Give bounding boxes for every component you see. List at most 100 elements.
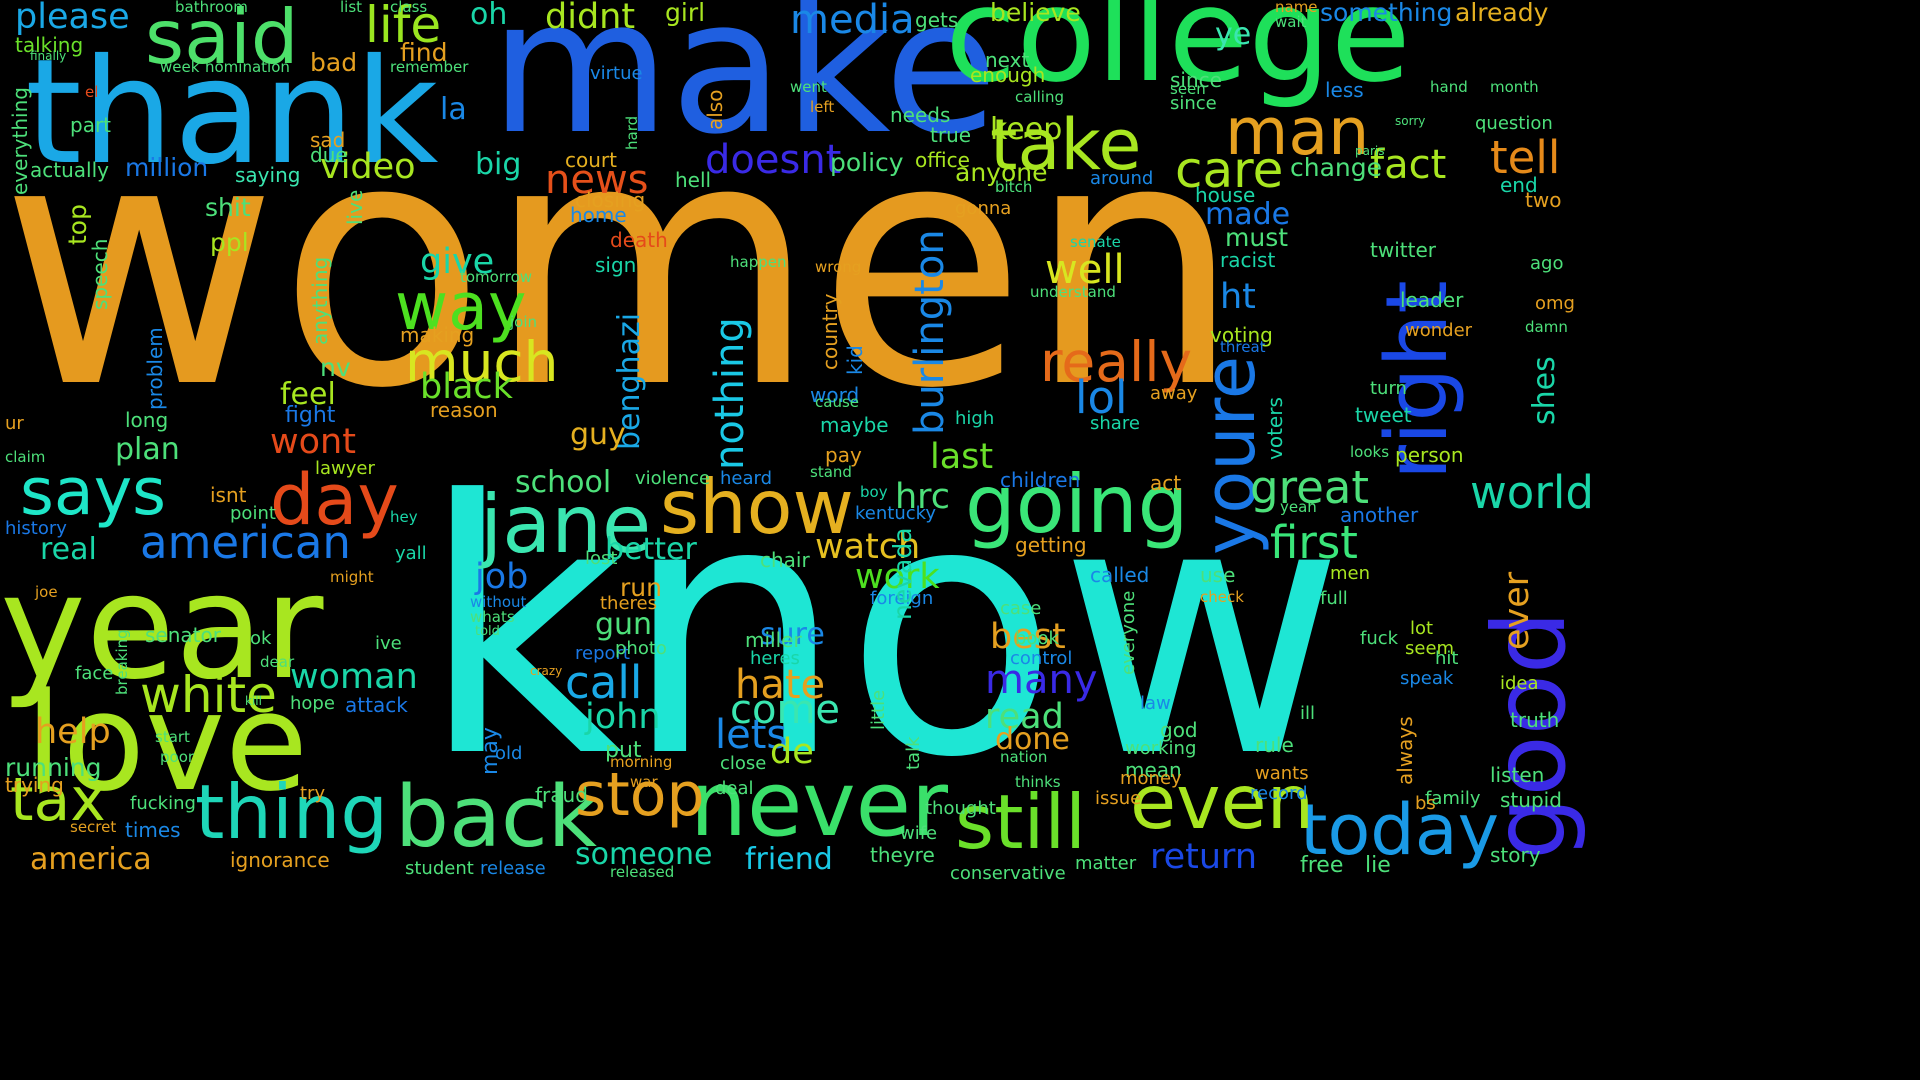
- word: still: [955, 778, 1086, 866]
- word: help: [35, 712, 111, 752]
- word: thought: [925, 798, 996, 819]
- word: turn: [1370, 378, 1407, 399]
- word: college: [945, 0, 1411, 111]
- word: history: [5, 518, 67, 539]
- word: next: [985, 48, 1030, 72]
- word: return: [1150, 837, 1258, 877]
- word: death: [610, 228, 668, 252]
- word: day: [270, 459, 399, 541]
- word: white: [140, 666, 277, 724]
- word: rule: [1255, 733, 1294, 757]
- word: care: [1175, 141, 1284, 199]
- word: week: [160, 58, 200, 76]
- word: enough: [970, 63, 1046, 87]
- word: great: [1250, 461, 1369, 514]
- word: working: [1125, 738, 1197, 759]
- word: jane: [480, 478, 652, 571]
- word: change: [1290, 153, 1383, 182]
- word: act: [1150, 471, 1182, 495]
- word: boy: [860, 483, 888, 501]
- word: bathroom: [175, 0, 248, 16]
- word: theyre: [870, 843, 935, 867]
- word: finally: [30, 49, 67, 63]
- word: tax: [10, 765, 106, 835]
- word: everything: [8, 87, 32, 195]
- word: wrong: [815, 258, 862, 276]
- word: something: [1320, 0, 1453, 27]
- word: sorry: [1395, 114, 1426, 128]
- word: said: [145, 0, 299, 81]
- word: kill: [245, 694, 262, 708]
- word: fuck: [1360, 628, 1399, 649]
- word: first: [1270, 516, 1358, 569]
- word: tell: [1490, 131, 1561, 184]
- word: true: [930, 123, 972, 147]
- word: chair: [760, 548, 810, 572]
- word: fucking: [130, 793, 196, 814]
- word: seem: [1405, 638, 1455, 659]
- word: claim: [5, 448, 46, 466]
- word: poor: [160, 748, 195, 766]
- word: isnt: [210, 483, 247, 507]
- word: guy: [570, 417, 626, 452]
- word: released: [610, 863, 675, 881]
- word: oh: [470, 0, 508, 32]
- word: twitter: [1370, 238, 1436, 262]
- word: end: [1500, 173, 1538, 197]
- word: person: [1395, 443, 1464, 467]
- word: racist: [1220, 248, 1276, 272]
- word: hit: [1435, 648, 1459, 669]
- word: girl: [665, 0, 706, 27]
- word: gonna: [955, 198, 1012, 219]
- word: times: [125, 818, 181, 842]
- word: make: [490, 0, 998, 175]
- word: done: [995, 722, 1070, 757]
- word: real: [40, 532, 97, 567]
- word: bitch: [995, 178, 1033, 196]
- word: year: [0, 543, 324, 712]
- word: read: [985, 697, 1064, 737]
- word: sad: [310, 128, 346, 152]
- word: listen: [1490, 763, 1545, 787]
- word: gets: [915, 8, 959, 32]
- word: country: [818, 293, 842, 370]
- word: believe: [990, 0, 1081, 27]
- word: children: [1000, 468, 1081, 492]
- word: name: [1275, 0, 1318, 16]
- word: another: [1340, 503, 1419, 527]
- word: dear: [260, 653, 295, 671]
- word: money: [1120, 768, 1182, 789]
- word: truth: [1510, 708, 1560, 732]
- word: media: [790, 0, 915, 43]
- word: sure: [760, 617, 825, 652]
- word: someone: [575, 837, 713, 872]
- word: case: [1000, 598, 1042, 619]
- word: went: [790, 78, 827, 96]
- word: control: [1010, 648, 1073, 669]
- word: even: [1130, 758, 1315, 846]
- word: bad: [310, 48, 358, 77]
- word: month: [1490, 78, 1539, 96]
- word: without: [470, 593, 527, 611]
- word: ht: [1220, 277, 1256, 317]
- word: lot: [1410, 618, 1434, 639]
- word: heres: [750, 648, 800, 669]
- word: old: [495, 743, 523, 764]
- word: voting: [1210, 323, 1273, 347]
- word: watch: [815, 527, 921, 567]
- word: fight: [285, 403, 336, 428]
- word: seen: [1170, 80, 1206, 98]
- word: use: [1200, 563, 1236, 587]
- word: ppl: [210, 228, 249, 257]
- word: really: [1040, 330, 1193, 394]
- word: anything: [308, 256, 332, 345]
- word: long: [125, 408, 169, 432]
- word: shes: [1527, 356, 1562, 425]
- word: ye: [1215, 17, 1252, 52]
- word: told: [475, 624, 500, 639]
- word: due: [310, 143, 348, 167]
- word: much: [405, 330, 559, 394]
- word: speech: [88, 238, 112, 310]
- word: court: [565, 148, 617, 172]
- word: gun: [595, 607, 653, 642]
